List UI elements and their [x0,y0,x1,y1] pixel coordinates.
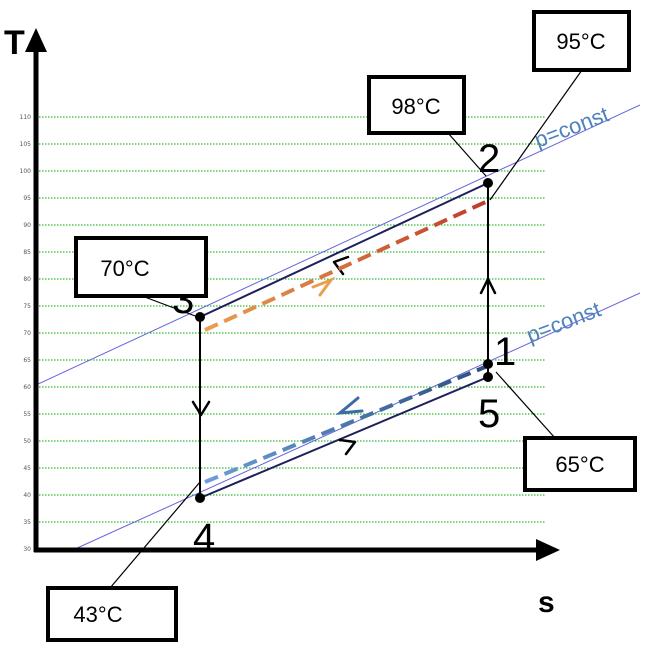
hot-stream-dashed-line [204,198,491,332]
y-tick-label: 100 [20,168,32,175]
leader-70 [141,295,199,318]
point-3-marker [195,312,205,322]
s-axis-arrowhead [536,539,560,561]
callout-65: 65°C [523,436,637,492]
chevron-up-icon [479,277,497,295]
t-axis-arrowhead [25,28,47,52]
point-4-marker [195,493,205,503]
y-tick-label: 70 [23,330,31,337]
point-1-label: 1 [494,330,516,374]
y-tick-label: 60 [23,384,31,391]
isobar-label-high: p=const [531,101,612,152]
y-tick-label: 95 [23,195,31,202]
callout-95: 95°C [532,10,631,72]
callout-43: 43°C [46,586,178,642]
y-tick-label: 55 [23,411,31,418]
callout-65-text: 65°C [555,452,604,477]
y-tick-label: 35 [23,519,31,526]
point-1-marker [483,359,493,369]
callout-leaders [109,69,583,589]
callout-43-text: 43°C [73,602,122,627]
point-2-label: 2 [478,137,500,181]
leader-95 [489,69,583,201]
chevron-down-icon [191,400,211,417]
leader-65 [495,371,556,439]
y-tick-label: 105 [20,141,32,148]
y-tick-label: 45 [23,465,31,472]
isobar-label-low: p=const [523,296,604,347]
y-tick-label: 85 [23,249,31,256]
y-tick-label: 90 [23,222,31,229]
cold-stream-dashed-line [204,363,491,484]
y-tick-label: 110 [20,114,32,121]
callout-70-text: 70°C [100,256,149,281]
y-tick-label: 40 [23,492,31,499]
callout-95-text: 95°C [556,29,605,54]
y-tick-label: 75 [23,303,31,310]
leader-43 [109,481,201,589]
cycle-line-4-5 [199,376,489,499]
s-axis-label: s [538,586,555,619]
isobar-line-low [74,292,641,550]
hot-stream-arrowhead-icon [311,276,336,297]
cycle-line-2-3 [199,182,489,318]
cold-stream-arrowhead-icon [335,396,364,415]
grid-lines [36,116,545,550]
state-points [195,178,493,503]
point-5-label: 5 [478,392,500,436]
point-2-marker [483,178,493,188]
point-5-marker [483,372,493,382]
t-axis-label: T [4,24,25,62]
point-4-label: 4 [193,516,215,560]
y-tick-label: 30 [23,546,31,553]
isobar-line-high [35,104,641,386]
leader-98 [447,132,487,177]
y-tick-label: 80 [23,276,31,283]
y-tick-label: 50 [23,438,31,445]
chevron-right-bottom-icon [338,438,357,456]
callout-98: 98°C [367,75,466,135]
callout-98-text: 98°C [391,94,440,119]
y-tick-labels: 110 105 100 95 90 85 80 75 70 65 60 55 5… [20,114,32,553]
callout-70: 70°C [74,236,208,298]
y-tick-label: 65 [23,357,31,364]
axes [25,28,560,561]
cycle [199,182,489,499]
